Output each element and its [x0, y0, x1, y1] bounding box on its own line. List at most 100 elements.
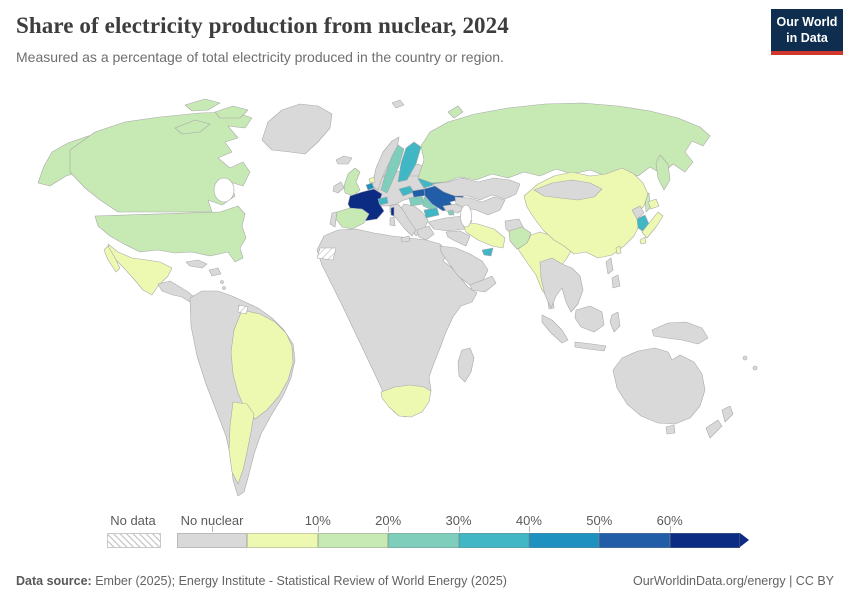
country-japan-kyushu[interactable]: [639, 236, 647, 245]
country-united-states[interactable]: [94, 205, 247, 263]
legend-tick-label: 20%: [375, 513, 402, 528]
country-japan-hokkaido[interactable]: [647, 198, 660, 210]
legend-tick-label: 50%: [586, 513, 613, 528]
country-taiwan[interactable]: [615, 245, 622, 255]
credit-link[interactable]: OurWorldinData.org/energy | CC BY: [632, 574, 834, 588]
owid-logo[interactable]: Our World in Data: [771, 9, 843, 56]
data-source-label: Data source:: [16, 574, 92, 588]
country-philippines2[interactable]: [611, 274, 621, 289]
country-papua-new-guinea[interactable]: [651, 321, 709, 345]
country-russia-novaya-zemlya[interactable]: [447, 105, 464, 119]
legend-segment-40-50[interactable]: [528, 533, 600, 548]
country-japan-honshu[interactable]: [641, 211, 664, 239]
country-italy-sicily[interactable]: [400, 235, 411, 243]
country-finland[interactable]: [397, 141, 422, 183]
region-southeast-asia[interactable]: [539, 257, 584, 313]
country-bulgaria[interactable]: [423, 207, 440, 219]
country-armenia[interactable]: [447, 209, 455, 216]
country-norway[interactable]: [371, 136, 400, 191]
country-italy-sardinia[interactable]: [389, 216, 396, 227]
legend-tick-label: 40%: [515, 513, 542, 528]
region-middle-east[interactable]: [445, 230, 471, 247]
legend-tick-mark: [599, 526, 601, 532]
country-united-arab-emirates[interactable]: [481, 247, 494, 257]
country-united-kingdom[interactable]: [343, 167, 361, 197]
legend-segment-0-10[interactable]: [247, 533, 318, 548]
caspian-sea: [460, 204, 472, 228]
region-oman-yemen[interactable]: [469, 275, 497, 293]
country-sweden[interactable]: [380, 144, 405, 194]
legend-bar: [177, 533, 740, 548]
country-netherlands[interactable]: [368, 176, 376, 184]
legend-tick-label: 60%: [656, 513, 683, 528]
data-source-text: Ember (2025); Energy Institute - Statist…: [91, 574, 507, 588]
country-iran[interactable]: [461, 221, 506, 249]
legend-segment-10-20[interactable]: [317, 533, 389, 548]
country-philippines1[interactable]: [605, 257, 614, 275]
country-indonesia-sumatra[interactable]: [541, 314, 569, 344]
data-source-note: Data source: Ember (2025); Energy Instit…: [16, 574, 507, 588]
country-mexico-baja[interactable]: [103, 245, 121, 273]
legend-segment-30-40[interactable]: [458, 533, 529, 548]
country-france-corsica[interactable]: [390, 206, 395, 217]
legend-tick-mark: [669, 526, 671, 532]
country-hispaniola[interactable]: [208, 267, 222, 277]
country-australia[interactable]: [612, 347, 706, 425]
country-antilles1[interactable]: [220, 280, 224, 284]
country-svalbard[interactable]: [391, 99, 405, 109]
country-greenland[interactable]: [261, 103, 333, 155]
country-canada[interactable]: [69, 111, 253, 213]
legend-segment-60[interactable]: [669, 533, 740, 548]
country-mexico[interactable]: [107, 243, 173, 296]
country-switzerland[interactable]: [377, 196, 389, 206]
country-belgium[interactable]: [365, 182, 375, 191]
country-madagascar[interactable]: [457, 347, 475, 383]
country-argentina[interactable]: [228, 401, 255, 485]
country-kazakhstan[interactable]: [431, 177, 521, 201]
legend-segment-20-30[interactable]: [388, 533, 459, 548]
legend-no-data-label: No data: [110, 513, 156, 528]
country-new-zealand-north[interactable]: [721, 405, 734, 423]
country-indonesia-borneo[interactable]: [574, 305, 605, 333]
owid-logo-line2: in Data: [786, 30, 828, 45]
country-greece[interactable]: [416, 225, 435, 241]
country-pacific-island2[interactable]: [752, 365, 758, 371]
owid-logo-line1: Our World: [776, 15, 838, 29]
country-western-sahara[interactable]: [316, 247, 337, 261]
country-cuba[interactable]: [185, 259, 208, 269]
country-mongolia[interactable]: [533, 179, 603, 201]
country-russia[interactable]: [417, 102, 711, 184]
country-spain[interactable]: [335, 207, 370, 230]
country-brazil[interactable]: [230, 309, 294, 420]
country-new-zealand-south[interactable]: [705, 419, 723, 439]
country-ireland[interactable]: [332, 181, 345, 194]
map-legend: No data No nuclear 10% 20% 30% 40% 50% 60%: [0, 512, 850, 556]
country-canada-arctic3[interactable]: [184, 98, 221, 112]
country-french-guiana[interactable]: [237, 304, 249, 315]
country-australia-tasmania[interactable]: [665, 424, 676, 435]
legend-no-data-swatch[interactable]: [107, 533, 161, 548]
legend-tick-mark: [528, 526, 530, 532]
country-north-korea[interactable]: [631, 205, 645, 220]
country-iceland[interactable]: [335, 155, 353, 165]
country-antilles2[interactable]: [222, 286, 226, 290]
country-portugal[interactable]: [329, 211, 338, 228]
legend-segment-50-60[interactable]: [599, 533, 670, 548]
country-hungary[interactable]: [408, 195, 425, 207]
legend-arrow-icon: [740, 533, 749, 547]
country-central-america[interactable]: [157, 280, 195, 303]
legend-segment-no-nuclear[interactable]: [177, 533, 248, 548]
legend-tick-label: 30%: [445, 513, 472, 528]
country-canada-arctic2[interactable]: [214, 105, 249, 119]
country-indonesia-java[interactable]: [574, 341, 607, 352]
country-indonesia-sulawesi[interactable]: [609, 311, 621, 333]
legend-tick-label: 10%: [304, 513, 331, 528]
legend-tick-mark: [212, 526, 213, 532]
country-canada-arctic1[interactable]: [174, 119, 211, 135]
legend-tick-mark: [458, 526, 460, 532]
world-map: [37, 98, 758, 497]
country-russia-kamchatka[interactable]: [655, 154, 671, 191]
chart-footer: Data source: Ember (2025); Energy Instit…: [16, 574, 834, 588]
country-pacific-island1[interactable]: [742, 355, 748, 361]
country-south-africa[interactable]: [380, 384, 432, 418]
